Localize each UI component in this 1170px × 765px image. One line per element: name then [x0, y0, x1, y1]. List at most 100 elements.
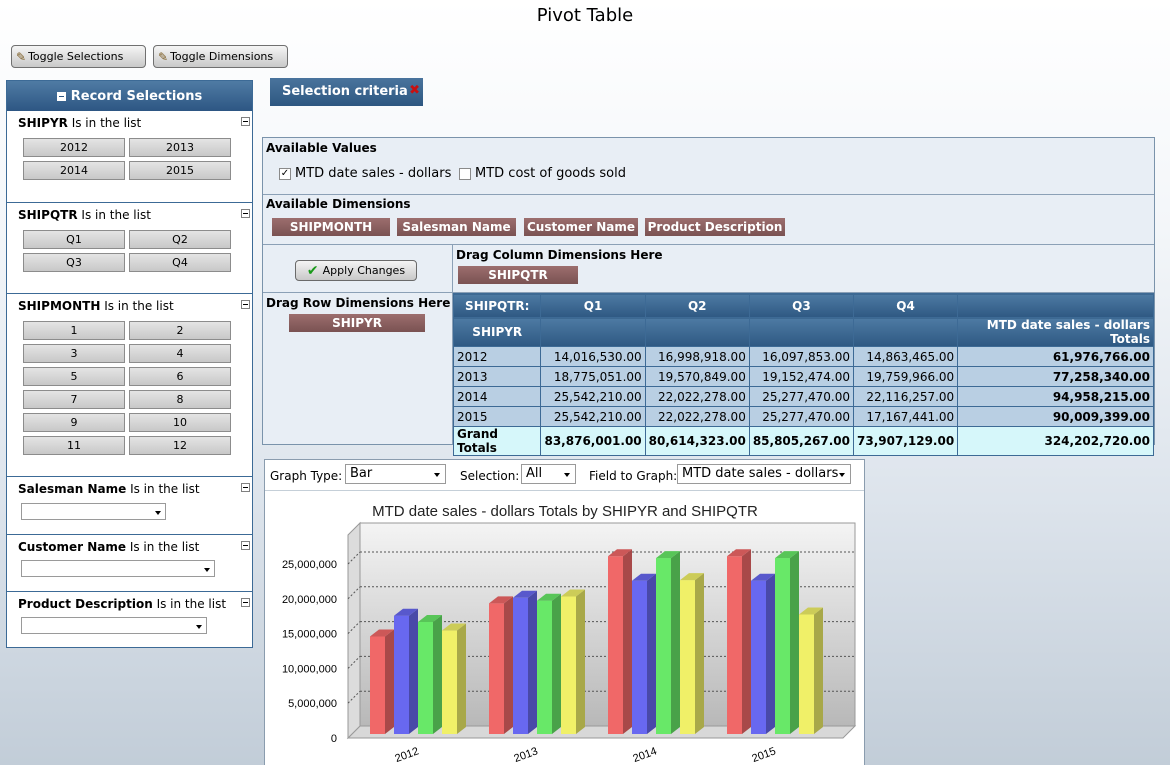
table-row: 2013 18,775,051.00 19,570,849.00 19,152,…: [452, 366, 1154, 387]
collapse-icon[interactable]: [241, 209, 250, 218]
shipmonth-value-button[interactable]: 8: [129, 390, 231, 409]
shipmonth-value-button[interactable]: 12: [129, 436, 231, 455]
bar-top: [632, 573, 656, 581]
bar-top: [513, 590, 537, 598]
y-tick-label: 10,000,000: [282, 663, 337, 675]
table-row: 2012 14,016,530.00 16,998,918.00 16,097,…: [452, 346, 1154, 367]
bar-front: [442, 630, 457, 734]
dimension-chip[interactable]: Product Description: [645, 218, 785, 236]
table-cell: 16,097,853.00: [748, 346, 855, 367]
shipqtr-value-button[interactable]: Q4: [129, 253, 231, 272]
bar-top: [370, 629, 394, 637]
shipyr-value-button[interactable]: 2012: [23, 138, 125, 157]
close-icon[interactable]: ✖: [409, 83, 420, 98]
salesman-filter: Salesman Name Is in the list: [7, 476, 252, 534]
shipyr-field: SHIPYR: [18, 116, 68, 130]
bar-front: [489, 603, 504, 734]
value-label: MTD cost of goods sold: [475, 166, 626, 181]
y-tick-label: 25,000,000: [282, 559, 337, 571]
checkbox-unchecked-icon: [459, 167, 471, 180]
graph-type-select[interactable]: Bar: [345, 464, 446, 484]
bar-front: [799, 614, 814, 734]
shipmonth-value-button[interactable]: 3: [23, 344, 125, 363]
shipmonth-value-button[interactable]: 11: [23, 436, 125, 455]
toggle-selections-button[interactable]: ✎ Toggle Selections: [11, 45, 146, 68]
bar-side: [457, 623, 466, 734]
dimension-chip[interactable]: Salesman Name: [397, 218, 516, 236]
collapse-icon[interactable]: [241, 598, 250, 607]
selection-criteria-tab[interactable]: Selection criteria ✖: [270, 78, 423, 106]
table-cell: 22,116,257.00: [852, 386, 959, 407]
row-total: 94,958,215.00: [957, 386, 1154, 407]
shipmonth-value-button[interactable]: 9: [23, 413, 125, 432]
bar-side: [766, 573, 775, 734]
row-dimension-chip[interactable]: SHIPYR: [289, 314, 425, 332]
toggle-dimensions-label: Toggle Dimensions: [170, 50, 274, 63]
selection-select[interactable]: All: [521, 464, 576, 484]
shipqtr-value-button[interactable]: Q1: [23, 230, 125, 249]
customer-dropdown[interactable]: [21, 560, 215, 577]
shipmonth-value-button[interactable]: 1: [23, 321, 125, 340]
apply-changes-button[interactable]: ✔ Apply Changes: [295, 260, 417, 281]
bar: [751, 573, 775, 734]
customer-cond: Is in the list: [129, 540, 200, 554]
shipyr-value-button[interactable]: 2015: [129, 161, 231, 180]
dimension-chip[interactable]: SHIPMONTH: [272, 218, 390, 236]
row-dims-title: Drag Row Dimensions Here: [266, 296, 451, 310]
customer-filter: Customer Name Is in the list: [7, 534, 252, 591]
product-dropdown[interactable]: [21, 617, 207, 634]
column-dims-title: Drag Column Dimensions Here: [456, 248, 663, 262]
bar-top: [394, 608, 418, 616]
record-selections-header[interactable]: Record Selections: [7, 81, 252, 111]
available-values-title: Available Values: [266, 141, 377, 155]
chevron-down-icon: [155, 511, 161, 515]
shipqtr-value-button[interactable]: Q2: [129, 230, 231, 249]
shipmonth-value-button[interactable]: 2: [129, 321, 231, 340]
value-checkbox-cogs[interactable]: MTD cost of goods sold: [459, 166, 626, 181]
dimension-chip[interactable]: Customer Name: [524, 218, 638, 236]
bar-top: [418, 614, 442, 622]
shipyr-filter: SHIPYR Is in the list 2012 2013 2014 201…: [7, 111, 252, 202]
y-axis: 0 5,000,000 10,000,000 15,000,000 20,000,000…: [282, 559, 337, 745]
shipyr-value-button[interactable]: 2014: [23, 161, 125, 180]
bar: [561, 589, 585, 734]
column-header: Q3: [748, 293, 855, 318]
toggle-dimensions-button[interactable]: ✎ Toggle Dimensions: [153, 45, 288, 68]
collapse-icon[interactable]: [241, 117, 250, 126]
shipqtr-cond: Is in the list: [81, 208, 151, 222]
bar: [489, 596, 513, 734]
bar-front: [608, 556, 623, 734]
chart-side-wall: [347, 521, 361, 740]
shipmonth-value-button[interactable]: 7: [23, 390, 125, 409]
divider: [263, 244, 1154, 245]
grand-total: 324,202,720.00: [957, 426, 1154, 456]
bar-front: [656, 558, 671, 734]
value-checkbox-sales[interactable]: ✓ MTD date sales - dollars: [279, 166, 451, 181]
grand-total-cell: 80,614,323.00: [644, 426, 750, 456]
field-to-graph-select[interactable]: MTD date sales - dollars: [677, 464, 851, 484]
column-dimension-chip[interactable]: SHIPQTR: [458, 266, 578, 284]
header-blank: [644, 317, 750, 347]
bar-top: [561, 589, 585, 597]
collapse-icon[interactable]: [241, 483, 250, 492]
bar-front: [513, 597, 528, 734]
bar-side: [528, 590, 537, 734]
table-cell: 25,277,470.00: [748, 406, 855, 427]
grand-totals-label: Grand Totals: [452, 426, 542, 456]
shipmonth-value-button[interactable]: 5: [23, 367, 125, 386]
shipyr-value-button[interactable]: 2013: [129, 138, 231, 157]
shipmonth-value-button[interactable]: 4: [129, 344, 231, 363]
shipmonth-value-button[interactable]: 6: [129, 367, 231, 386]
shipmonth-value-button[interactable]: 10: [129, 413, 231, 432]
collapse-icon[interactable]: [241, 541, 250, 550]
collapse-icon[interactable]: [241, 300, 250, 309]
bar-front: [632, 580, 647, 734]
table-cell: 14,863,465.00: [852, 346, 959, 367]
salesman-dropdown[interactable]: [21, 503, 166, 520]
gridline: [347, 551, 361, 565]
shipqtr-value-button[interactable]: Q3: [23, 253, 125, 272]
bar-top: [608, 549, 632, 557]
bar-side: [814, 607, 823, 734]
divider: [263, 194, 1154, 195]
row-label: 2012: [452, 346, 542, 367]
